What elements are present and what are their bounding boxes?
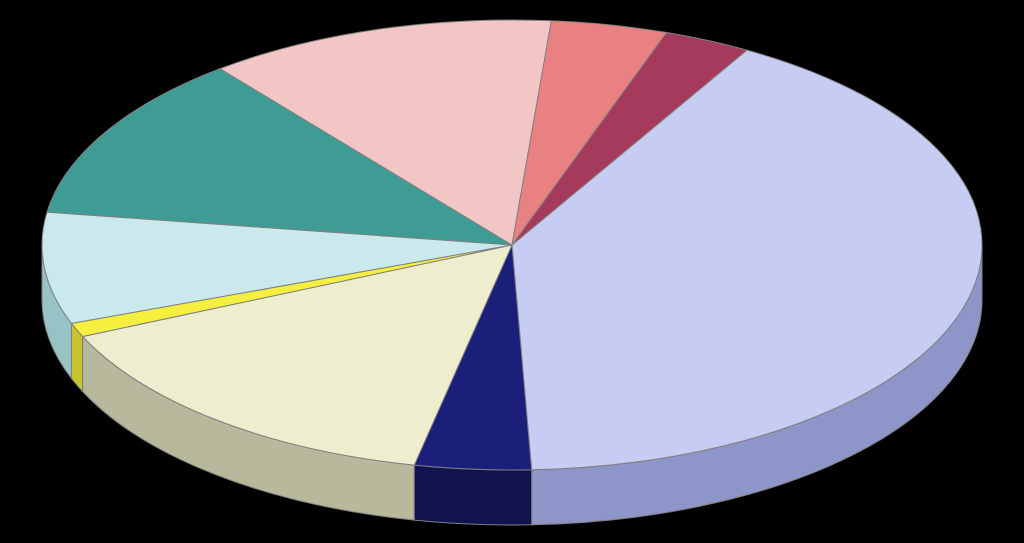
pie-side <box>414 465 531 525</box>
pie-top <box>42 20 982 470</box>
pie-chart-3d <box>0 0 1024 543</box>
